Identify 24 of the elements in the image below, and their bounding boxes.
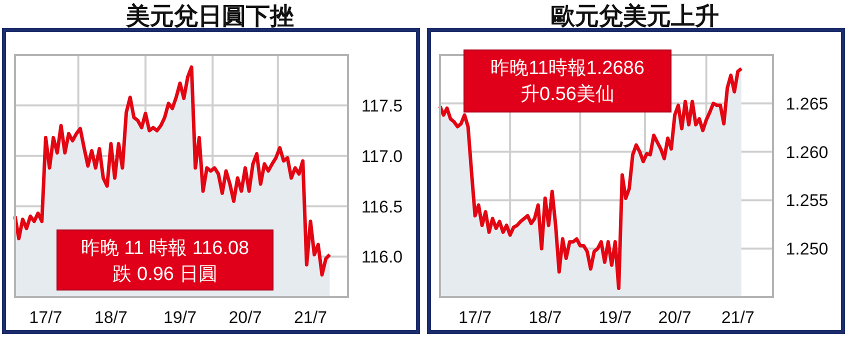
y-tick-label: 117.5 <box>361 96 403 116</box>
x-tick-label: 21/7 <box>294 308 328 327</box>
annotation: 跌 0.96 日圓 <box>112 264 218 285</box>
y-tick-label: 1.250 <box>786 240 828 259</box>
x-tick-label: 19/7 <box>598 308 632 327</box>
annotation: 升0.56美仙 <box>520 83 614 105</box>
y-tick-label: 1.260 <box>786 142 828 162</box>
chart-title: 歐元兌美元上升 <box>551 2 719 30</box>
y-tick-label: 1.255 <box>786 191 828 210</box>
x-tick-label: 21/7 <box>721 308 754 327</box>
x-tick-label: 18/7 <box>94 308 128 327</box>
chart-title: 美元兌日圓下挫 <box>125 2 294 30</box>
x-tick-label: 17/7 <box>29 308 62 327</box>
y-tick-label: 116.5 <box>361 197 403 216</box>
x-tick-label: 20/7 <box>228 308 262 327</box>
y-tick-label: 117.0 <box>361 146 403 166</box>
x-tick-label: 19/7 <box>163 308 197 327</box>
x-tick-label: 17/7 <box>458 308 492 327</box>
annotation: 昨晚 11 時報 116.08 <box>80 238 250 259</box>
annotation: 昨晚11時報1.2686 <box>490 58 644 79</box>
x-tick-label: 18/7 <box>528 308 562 327</box>
y-tick-label: 1.265 <box>786 94 828 114</box>
y-tick-label: 116.0 <box>361 248 403 267</box>
x-tick-label: 20/7 <box>658 308 692 327</box>
